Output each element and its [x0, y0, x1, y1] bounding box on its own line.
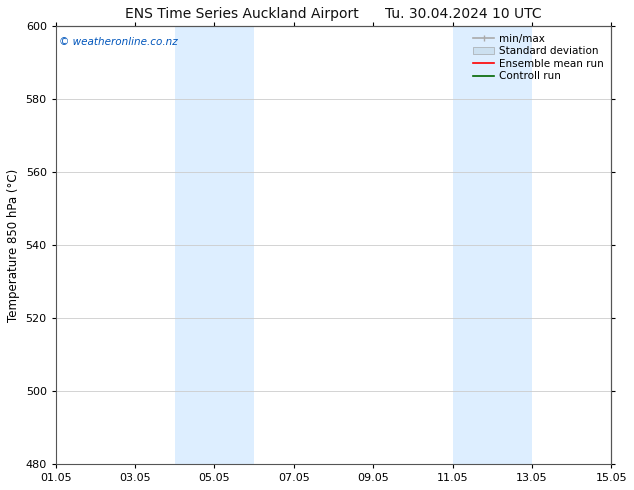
Title: ENS Time Series Auckland Airport      Tu. 30.04.2024 10 UTC: ENS Time Series Auckland Airport Tu. 30.… — [125, 7, 542, 21]
Bar — [175, 26, 254, 464]
Text: © weatheronline.co.nz: © weatheronline.co.nz — [58, 37, 178, 47]
Legend: min/max, Standard deviation, Ensemble mean run, Controll run: min/max, Standard deviation, Ensemble me… — [471, 31, 606, 83]
Y-axis label: Temperature 850 hPa (°C): Temperature 850 hPa (°C) — [7, 169, 20, 322]
Bar — [453, 26, 532, 464]
